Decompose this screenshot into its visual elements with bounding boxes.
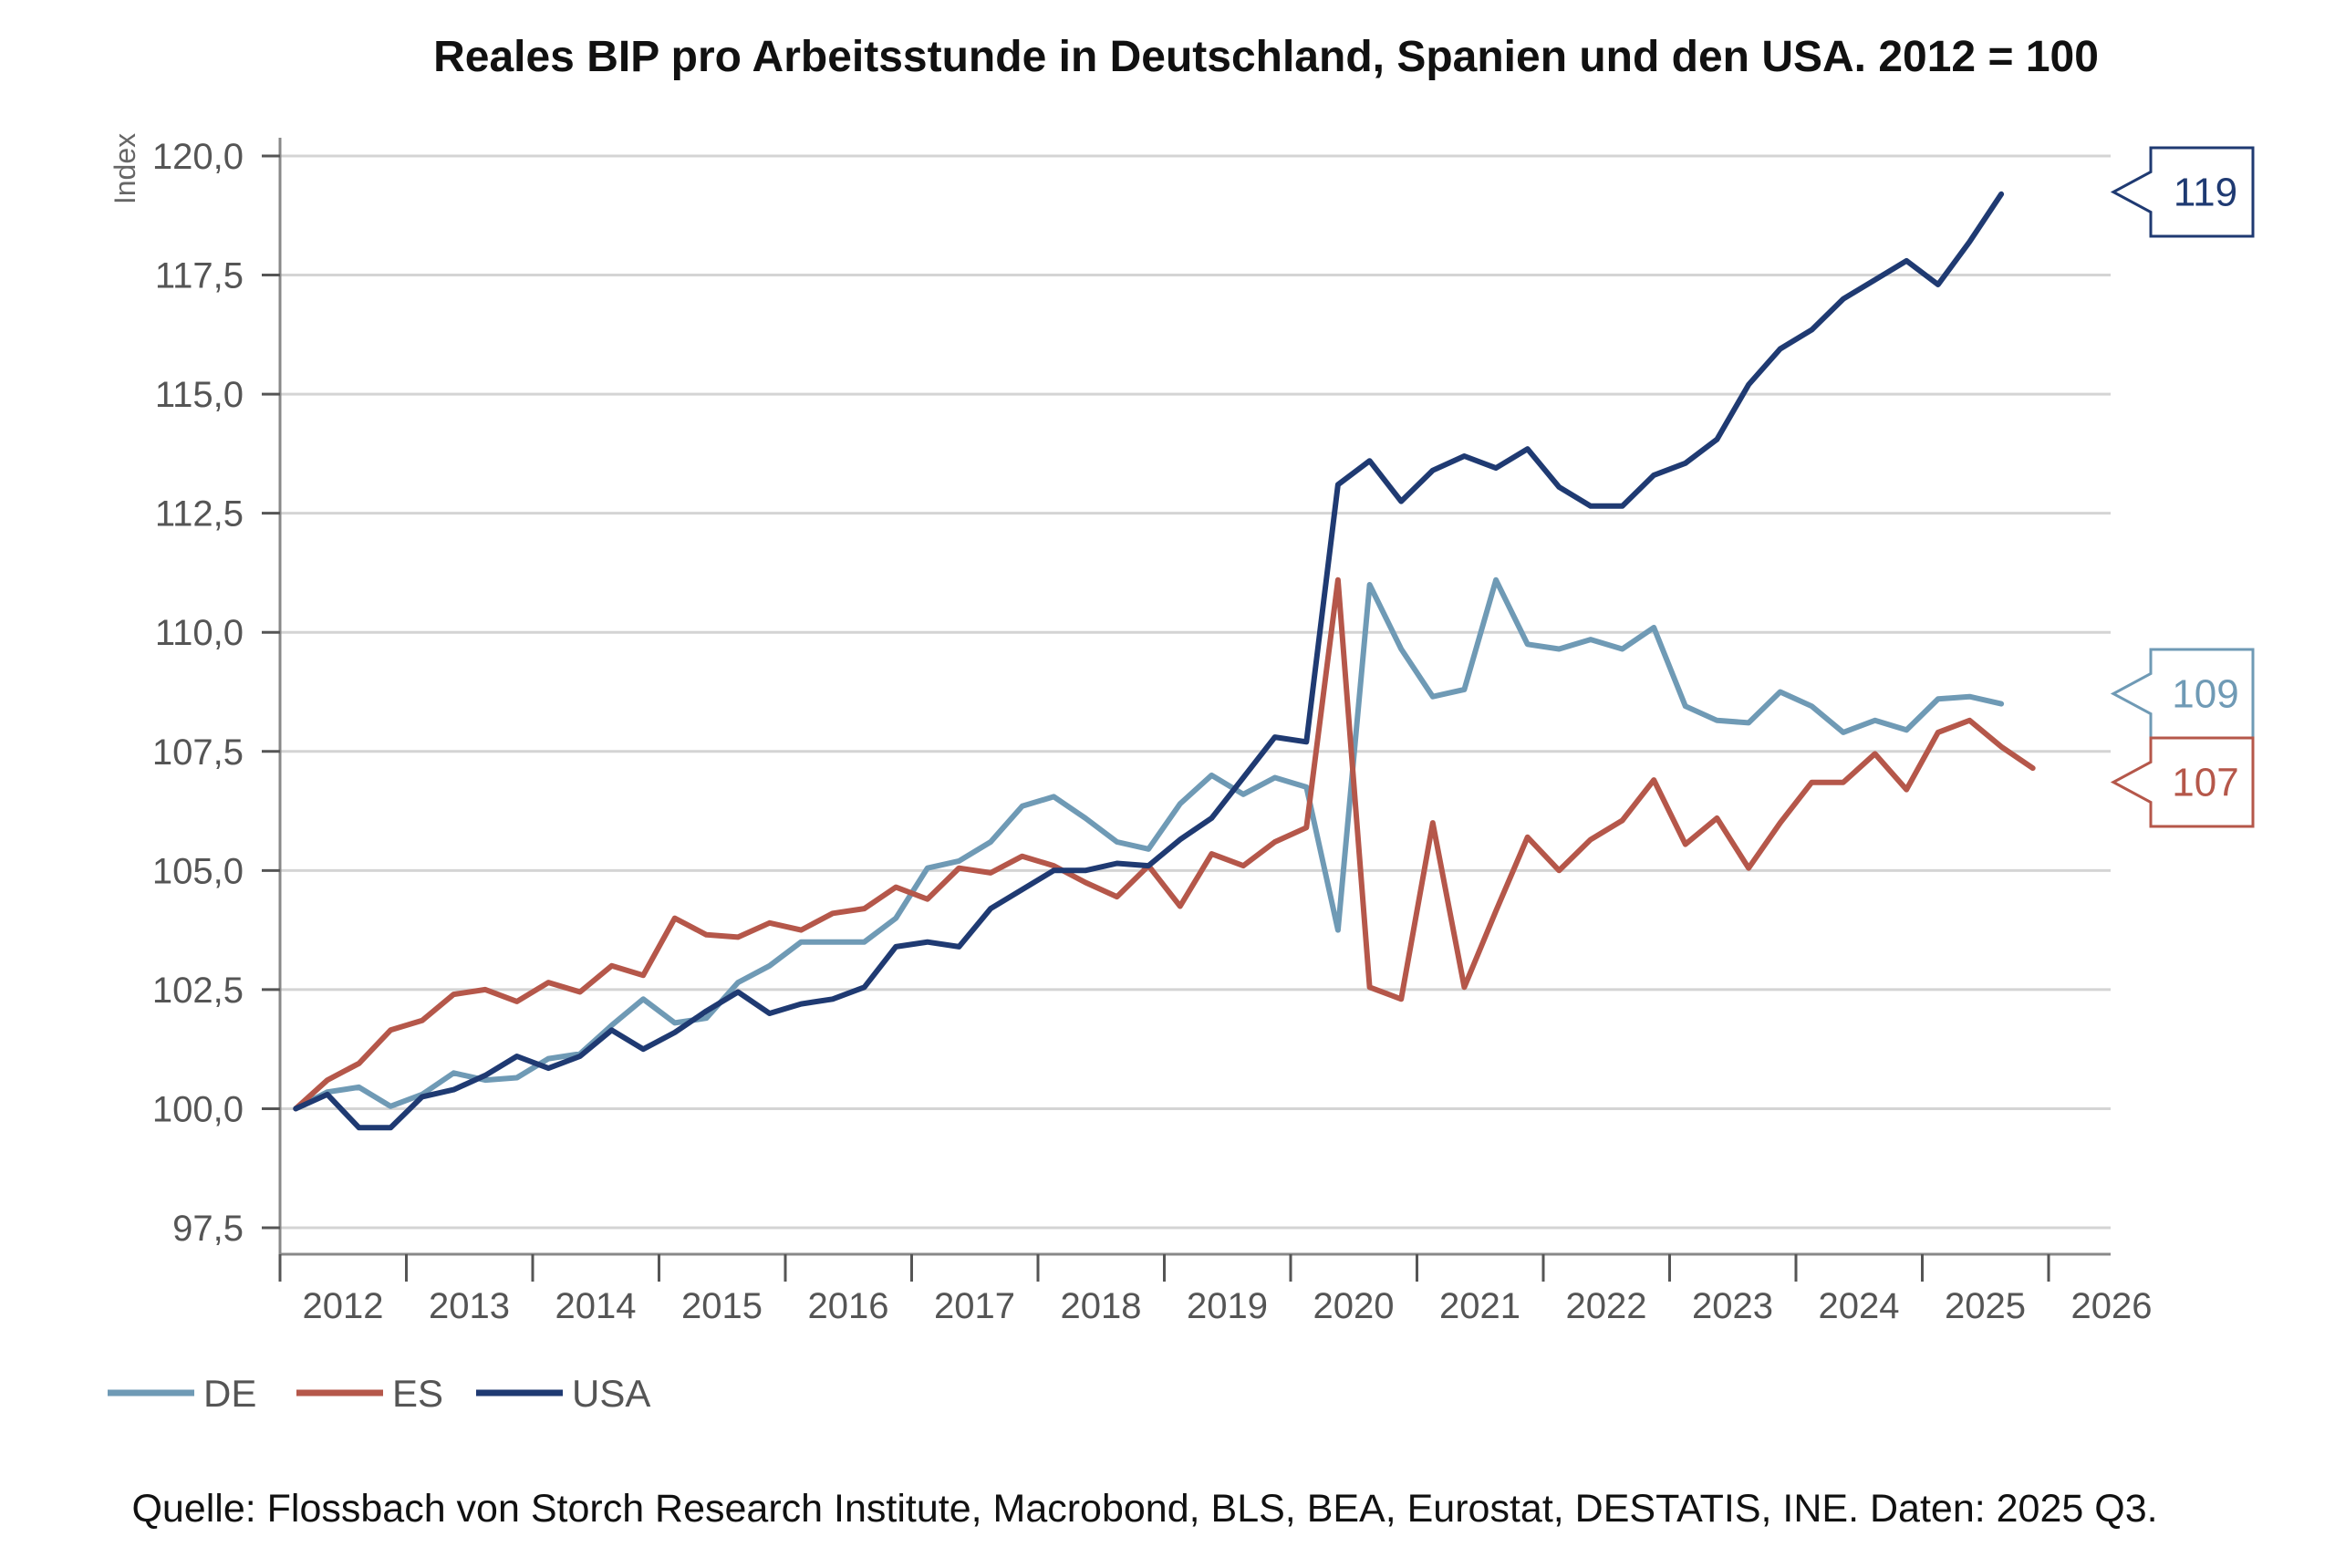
y-tick-label: 120,0 <box>152 137 244 177</box>
x-tick-label: 2022 <box>1566 1286 1647 1326</box>
x-tick-label: 2016 <box>808 1286 889 1326</box>
x-tick-label: 2025 <box>1945 1286 2026 1326</box>
callout-label-usa: 119 <box>2174 171 2237 215</box>
x-tick-label: 2021 <box>1439 1286 1520 1326</box>
y-tick-label: 102,5 <box>152 971 244 1011</box>
x-tick-label: 2014 <box>555 1286 637 1326</box>
callout-box-usa <box>2110 146 2255 238</box>
x-tick-label: 2024 <box>1819 1286 1900 1326</box>
series-line-es <box>293 576 2036 1112</box>
callout-label-es: 107 <box>2172 761 2238 805</box>
x-tick-label: 2026 <box>2071 1286 2153 1326</box>
chart-title: Reales BIP pro Arbeitsstunde in Deutschl… <box>433 33 2099 81</box>
legend-label-es: ES <box>392 1372 443 1415</box>
x-tick-label: 2020 <box>1313 1286 1395 1326</box>
y-tick-label: 115,0 <box>155 375 244 415</box>
x-tick-label: 2019 <box>1187 1286 1268 1326</box>
y-tick-label: 105,0 <box>152 851 244 891</box>
x-tick-label: 2013 <box>429 1286 510 1326</box>
legend: DE ES USA <box>108 1372 650 1415</box>
x-tick-label: 2012 <box>303 1286 384 1326</box>
x-tick-label: 2023 <box>1692 1286 1773 1326</box>
callout-label-de: 109 <box>2172 672 2238 717</box>
y-axis-ticks: 97,5 100,0 102,5 105,0 107,5 110,0 112,5 115,0 1… <box>152 137 280 1249</box>
series-line-usa <box>293 191 2005 1131</box>
callout-box-de <box>2110 648 2255 740</box>
y-tick-label: 117,5 <box>155 256 244 296</box>
y-tick-label: 112,5 <box>155 494 244 535</box>
y-axis-title: Index <box>109 133 141 204</box>
series-line-de <box>293 576 2005 1112</box>
legend-label-usa: USA <box>572 1372 650 1415</box>
y-tick-label: 107,5 <box>152 732 244 773</box>
legend-label-de: DE <box>203 1372 256 1415</box>
callout-box-es <box>2110 736 2255 828</box>
y-tick-label: 100,0 <box>152 1089 244 1129</box>
source-note: Quelle: Flossbach von Storch Research In… <box>131 1487 2157 1531</box>
x-tick-label: 2018 <box>1061 1286 1142 1326</box>
x-axis: 2012 2013 2014 2015 2016 2017 2018 2019 2020 2021… <box>278 1252 2153 1326</box>
y-tick-label: 97,5 <box>172 1209 244 1249</box>
x-tick-label: 2015 <box>681 1286 763 1326</box>
series-lines <box>293 191 2036 1131</box>
y-tick-label: 110,0 <box>155 613 244 653</box>
x-tick-label: 2017 <box>934 1286 1015 1326</box>
end-value-callouts: 119 109 107 <box>2110 146 2255 828</box>
